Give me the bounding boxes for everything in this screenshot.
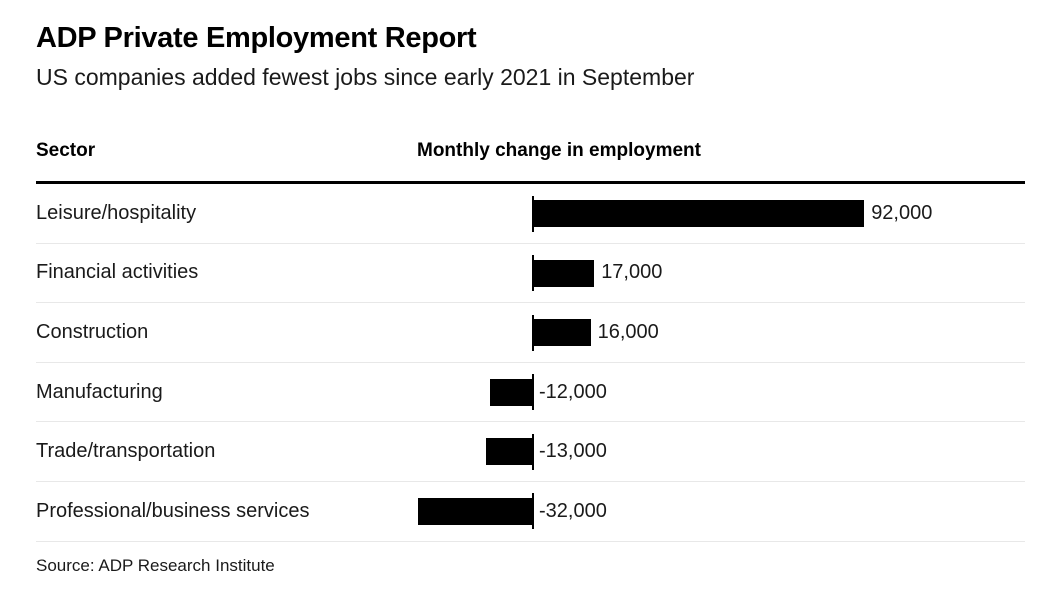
sector-label: Construction — [36, 320, 149, 343]
value-label: -12,000 — [539, 380, 607, 403]
source-note: Source: ADP Research Institute — [36, 556, 275, 575]
value-label: 16,000 — [597, 320, 659, 343]
table-row: Manufacturing -12,000 — [36, 363, 1025, 423]
sector-label: Leisure/hospitality — [36, 201, 197, 224]
table-row: Financial activities 17,000 — [36, 244, 1025, 304]
table-row: Trade/transportation -13,000 — [36, 422, 1025, 482]
page-title: ADP Private Employment Report — [36, 22, 477, 54]
value-label: -32,000 — [539, 499, 607, 522]
table-row: Professional/business services -32,000 — [36, 482, 1025, 542]
bar — [533, 259, 595, 287]
value-label: 17,000 — [601, 261, 663, 284]
chart-rows: Leisure/hospitality 92,000 Financial act… — [36, 184, 1025, 542]
column-header-monthly-change: Monthly change in employment — [417, 140, 701, 161]
sector-label: Trade/transportation — [36, 440, 216, 463]
table-row: Construction 16,000 — [36, 303, 1025, 363]
sector-label: Financial activities — [36, 261, 199, 284]
zero-axis-line — [532, 433, 534, 470]
bar — [533, 319, 591, 347]
value-label: 92,000 — [871, 201, 933, 224]
sector-label: Professional/business services — [36, 499, 310, 522]
bar — [533, 200, 865, 227]
chart-subtitle: US companies added fewest jobs since ear… — [36, 64, 695, 90]
sector-label: Manufacturing — [36, 380, 163, 403]
column-header-sector: Sector — [36, 140, 96, 161]
table-row: Leisure/hospitality 92,000 — [36, 184, 1025, 244]
header-rule — [36, 181, 1025, 184]
zero-axis-line — [532, 374, 534, 411]
bar — [417, 497, 533, 525]
value-label: -13,000 — [539, 440, 607, 463]
zero-axis-line — [532, 493, 534, 530]
bar — [489, 378, 533, 406]
bar — [486, 438, 533, 466]
